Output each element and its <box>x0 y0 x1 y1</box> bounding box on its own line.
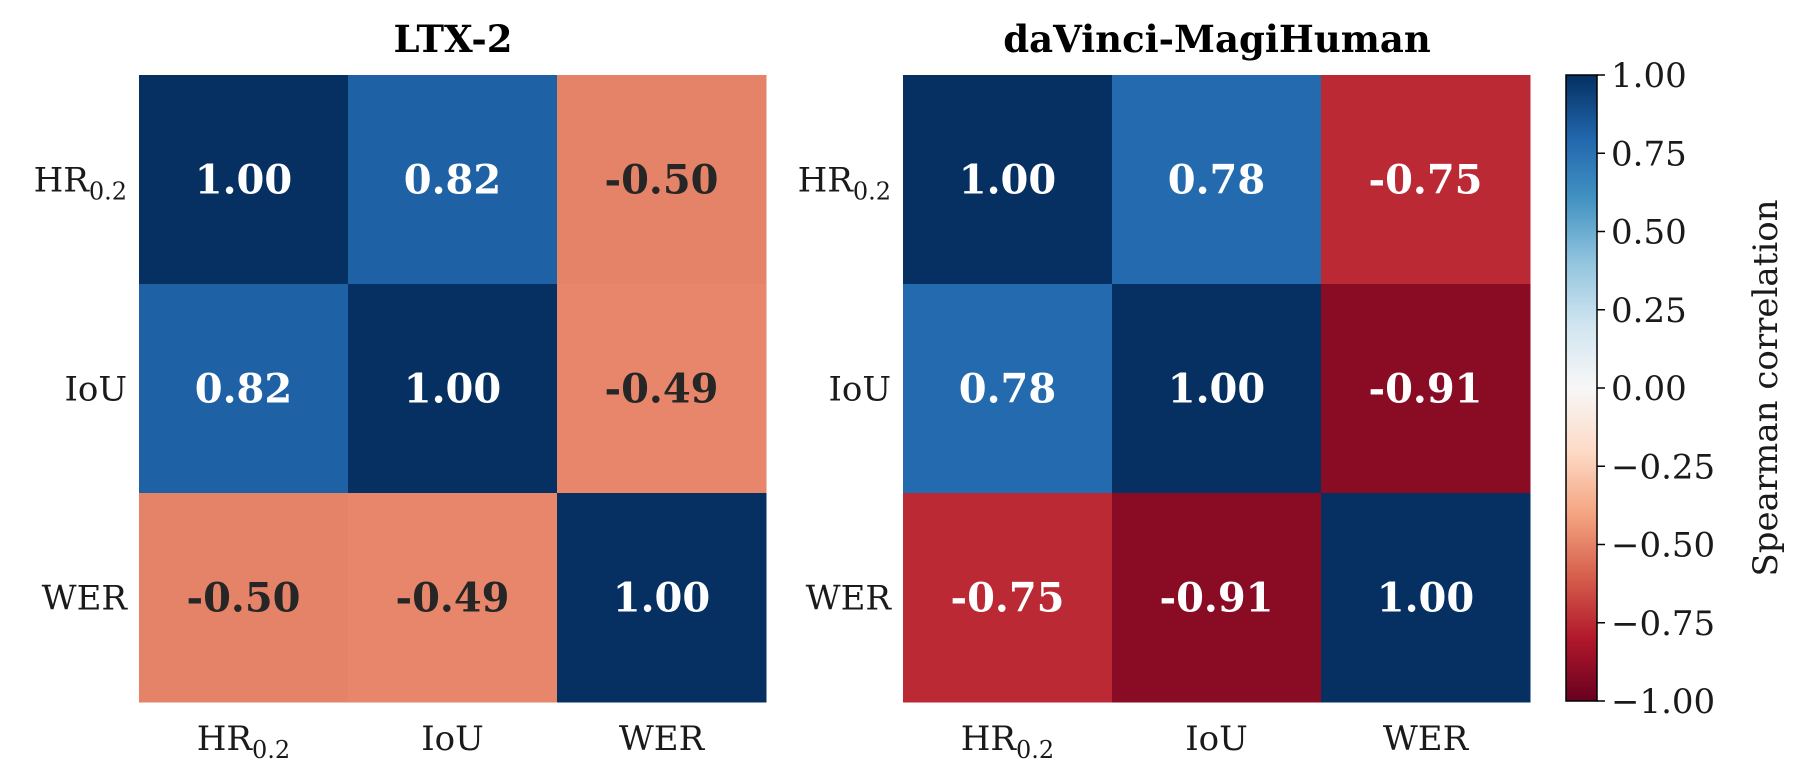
colorbar-tick-label: 0.00 <box>1611 369 1687 409</box>
cell-value-label: -0.75 <box>950 575 1064 622</box>
heatmap-cell <box>1321 493 1531 703</box>
colorbar-tick-label: 0.50 <box>1611 213 1687 253</box>
cell-value-label: 1.00 <box>613 575 710 622</box>
colorbar-tick-label: −0.50 <box>1611 526 1715 566</box>
heatmap-cell <box>348 284 558 494</box>
heatmap-cell <box>1321 284 1531 494</box>
row-tick-label: IoU <box>828 370 891 410</box>
heatmap-cell <box>1321 75 1531 285</box>
cell-value-label: -0.50 <box>604 157 718 204</box>
cell-value-label: 1.00 <box>195 157 292 204</box>
colorbar-tick-label: 1.00 <box>1611 56 1687 96</box>
cell-value-label: -0.49 <box>604 366 718 413</box>
colorbar: 1.00 0.75 0.50 0.25 0.00 −0.25 −0.50 −0.75 −1.00… <box>1565 56 1786 722</box>
column-tick-label: WER <box>1383 719 1470 759</box>
cell-value-label: -0.50 <box>186 575 300 622</box>
panel-title: daVinci-MagiHuman <box>1003 17 1431 61</box>
colorbar-tick-label: −0.25 <box>1611 447 1715 487</box>
cell-value-label: 1.00 <box>404 366 501 413</box>
heatmap-panel-ltx2: LTX-2 1.00 0.82 -0.50 0.82 1.00 -0.49 -0.50 -0.… <box>34 17 767 764</box>
heatmap-panel-davinci-magihuman: daVinci-MagiHuman 1.00 0.78 -0.75 0.78 1.00 -… <box>798 17 1531 764</box>
column-tick-label: HR0.2 <box>961 719 1054 764</box>
heatmap-cell <box>903 284 1113 494</box>
cell-value-label: 0.82 <box>195 366 292 413</box>
row-tick-label: WER <box>42 579 129 619</box>
heatmap-cell <box>348 493 558 703</box>
colorbar-gradient <box>1565 74 1598 702</box>
heatmap-cell <box>903 75 1113 285</box>
cell-value-label: 0.78 <box>1168 157 1265 204</box>
column-tick-label: WER <box>619 719 706 759</box>
cell-value-label: 1.00 <box>1168 366 1265 413</box>
cell-value-label: 0.78 <box>959 366 1056 413</box>
cell-value-label: 1.00 <box>1377 575 1474 622</box>
heatmap-cell <box>557 493 767 703</box>
heatmap-cell <box>1112 75 1322 285</box>
heatmap-cell <box>348 75 558 285</box>
row-tick-label: HR0.2 <box>34 161 127 206</box>
column-tick-label: HR0.2 <box>197 719 290 764</box>
heatmap-cell <box>557 75 767 285</box>
heatmap-cell <box>139 493 349 703</box>
colorbar-tick-label: −0.75 <box>1611 604 1715 644</box>
column-tick-label: IoU <box>421 719 484 759</box>
cell-value-label: 1.00 <box>959 157 1056 204</box>
cell-value-label: -0.49 <box>395 575 509 622</box>
cell-value-label: -0.75 <box>1368 157 1482 204</box>
colorbar-label: Spearman correlation <box>1746 199 1786 576</box>
cell-value-label: 0.82 <box>404 157 501 204</box>
row-tick-label: IoU <box>64 370 127 410</box>
panel-title: LTX-2 <box>393 17 512 61</box>
cell-value-label: -0.91 <box>1159 575 1273 622</box>
column-tick-label: IoU <box>1185 719 1248 759</box>
colorbar-tick-label: 0.25 <box>1611 291 1687 331</box>
heatmap-cell <box>1112 284 1322 494</box>
heatmap-cell <box>1112 493 1322 703</box>
colorbar-tick-label: 0.75 <box>1611 134 1687 174</box>
heatmap-cell <box>557 284 767 494</box>
cell-value-label: -0.91 <box>1368 366 1482 413</box>
colorbar-tick-label: −1.00 <box>1611 682 1715 722</box>
row-tick-label: WER <box>806 579 893 619</box>
heatmap-cell <box>139 75 349 285</box>
heatmap-cell <box>903 493 1113 703</box>
row-tick-label: HR0.2 <box>798 161 891 206</box>
heatmap-cell <box>139 284 349 494</box>
